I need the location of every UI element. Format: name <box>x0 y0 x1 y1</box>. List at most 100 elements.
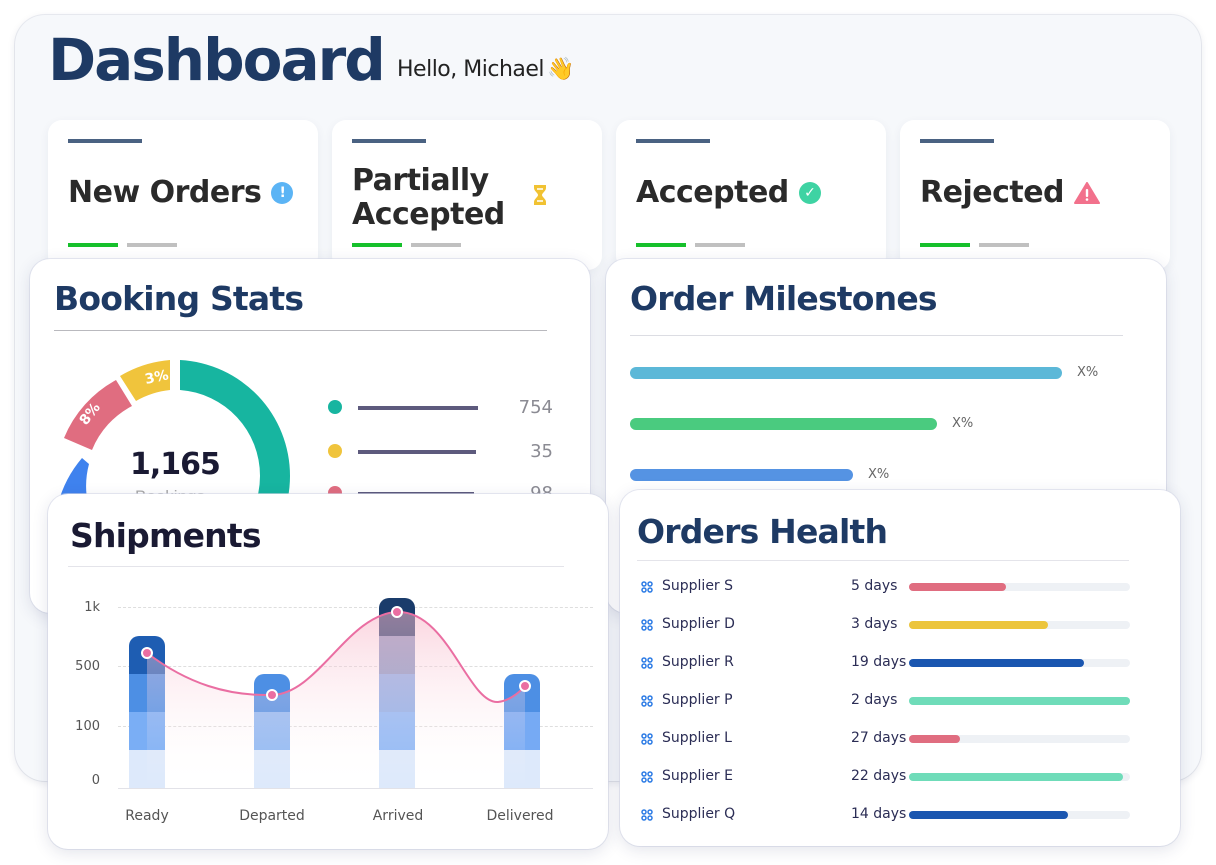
partially-label: Partially <box>352 163 489 198</box>
new-orders-label: New Orders <box>68 175 262 210</box>
legend-item: 754 <box>328 397 558 418</box>
supplier-days: 5 days <box>851 578 898 594</box>
milestone-bar <box>630 418 937 430</box>
card-accent-bar <box>352 139 426 143</box>
shipments-card: Shipments 1k 500 100 0 <box>48 494 608 849</box>
legend-item: 35 <box>328 441 558 462</box>
supplier-name: Supplier L <box>662 730 732 746</box>
card-label: Accepted ✓ <box>636 176 821 210</box>
supplier-row[interactable]: Supplier P 2 days <box>638 690 1138 712</box>
progress-track <box>909 773 1130 781</box>
booking-stats-title: Booking Stats <box>54 279 304 318</box>
card-label: Rejected <box>920 175 1101 210</box>
supplier-name: Supplier E <box>662 768 733 784</box>
x-tick: Arrived <box>372 808 424 824</box>
supplier-row[interactable]: Supplier L 27 days <box>638 728 1138 750</box>
legend-value: 35 <box>530 441 553 462</box>
supplier-row[interactable]: Supplier Q 14 days <box>638 804 1138 826</box>
progress-track <box>909 811 1130 819</box>
progress-track <box>909 735 1130 743</box>
gridline <box>118 607 593 608</box>
divider <box>68 566 564 567</box>
progress-track <box>909 697 1130 705</box>
greeting-text: Hello, Michael <box>397 57 545 82</box>
rejected-label: Rejected <box>920 175 1065 210</box>
status-card-rejected[interactable]: Rejected <box>900 120 1170 270</box>
y-tick: 0 <box>91 773 100 788</box>
supplier-days: 3 days <box>851 616 898 632</box>
shipments-title: Shipments <box>70 516 261 555</box>
progress-green <box>920 243 970 247</box>
x-axis <box>118 788 593 789</box>
card-accent-bar <box>636 139 710 143</box>
supplier-icon <box>638 768 656 786</box>
supplier-row[interactable]: Supplier D 3 days <box>638 614 1138 636</box>
card-accent-bar <box>920 139 994 143</box>
supplier-name: Supplier P <box>662 692 733 708</box>
trend-line <box>141 606 531 788</box>
progress-gray <box>411 243 461 247</box>
milestone-value: X% <box>1077 365 1099 380</box>
supplier-icon <box>638 692 656 710</box>
supplier-name: Supplier D <box>662 616 735 632</box>
card-accent-bar <box>68 139 142 143</box>
supplier-days: 22 days <box>851 768 907 784</box>
milestone-bar <box>630 367 1062 379</box>
legend-dot <box>328 444 342 458</box>
y-tick: 1k <box>84 600 100 615</box>
y-tick: 500 <box>75 659 100 674</box>
check-circle-icon: ✓ <box>798 182 821 204</box>
progress-fill <box>909 735 960 743</box>
supplier-name: Supplier S <box>662 578 734 594</box>
progress-gray <box>979 243 1029 247</box>
supplier-days: 14 days <box>851 806 907 822</box>
status-card-accepted[interactable]: Accepted ✓ <box>616 120 886 270</box>
legend-line <box>358 406 478 410</box>
progress-green <box>68 243 118 247</box>
supplier-row[interactable]: Supplier S 5 days <box>638 576 1138 598</box>
accepted-label: Accepted <box>352 197 505 232</box>
progress-gray <box>695 243 745 247</box>
order-milestones-title: Order Milestones <box>630 279 938 318</box>
divider <box>630 335 1123 336</box>
divider <box>54 330 547 331</box>
x-tick: Ready <box>125 808 169 824</box>
supplier-row[interactable]: Supplier E 22 days <box>638 766 1138 788</box>
supplier-name: Supplier R <box>662 654 734 670</box>
progress-green <box>636 243 686 247</box>
segment-label-3pct: 3% <box>144 367 171 388</box>
page-title: Dashboard <box>48 26 386 94</box>
progress-track <box>909 621 1130 629</box>
progress-track <box>909 583 1130 591</box>
supplier-icon <box>638 730 656 748</box>
status-card-partially-accepted[interactable]: Partially Accepted <box>332 120 602 270</box>
supplier-days: 19 days <box>851 654 907 670</box>
supplier-row[interactable]: Supplier R 19 days <box>638 652 1138 674</box>
progress-fill <box>909 697 1130 705</box>
booking-total: 1,165 <box>130 447 221 482</box>
supplier-name: Supplier Q <box>662 806 736 822</box>
supplier-icon <box>638 654 656 672</box>
card-label: New Orders ! <box>68 175 294 210</box>
supplier-days: 2 days <box>851 692 898 708</box>
supplier-icon <box>638 616 656 634</box>
orders-health-card: Orders Health Supplier S 5 days Supplier… <box>620 490 1180 846</box>
warning-triangle-icon <box>1074 182 1101 204</box>
status-card-new-orders[interactable]: New Orders ! <box>48 120 318 270</box>
accepted-label: Accepted <box>636 175 789 210</box>
legend-dot <box>328 400 342 414</box>
x-tick: Delivered <box>486 808 554 824</box>
info-icon: ! <box>271 182 294 204</box>
y-tick: 100 <box>75 719 100 734</box>
progress-fill <box>909 621 1049 629</box>
card-label: Partially Accepted <box>352 164 505 232</box>
greeting: Hello, Michael 👋 <box>397 57 574 82</box>
progress-track <box>909 659 1130 667</box>
progress-fill <box>909 811 1069 819</box>
divider <box>637 560 1129 561</box>
supplier-icon <box>638 578 656 596</box>
progress-fill <box>909 659 1084 667</box>
milestone-value: X% <box>952 416 974 431</box>
supplier-days: 27 days <box>851 730 907 746</box>
milestone-bar <box>630 469 853 481</box>
